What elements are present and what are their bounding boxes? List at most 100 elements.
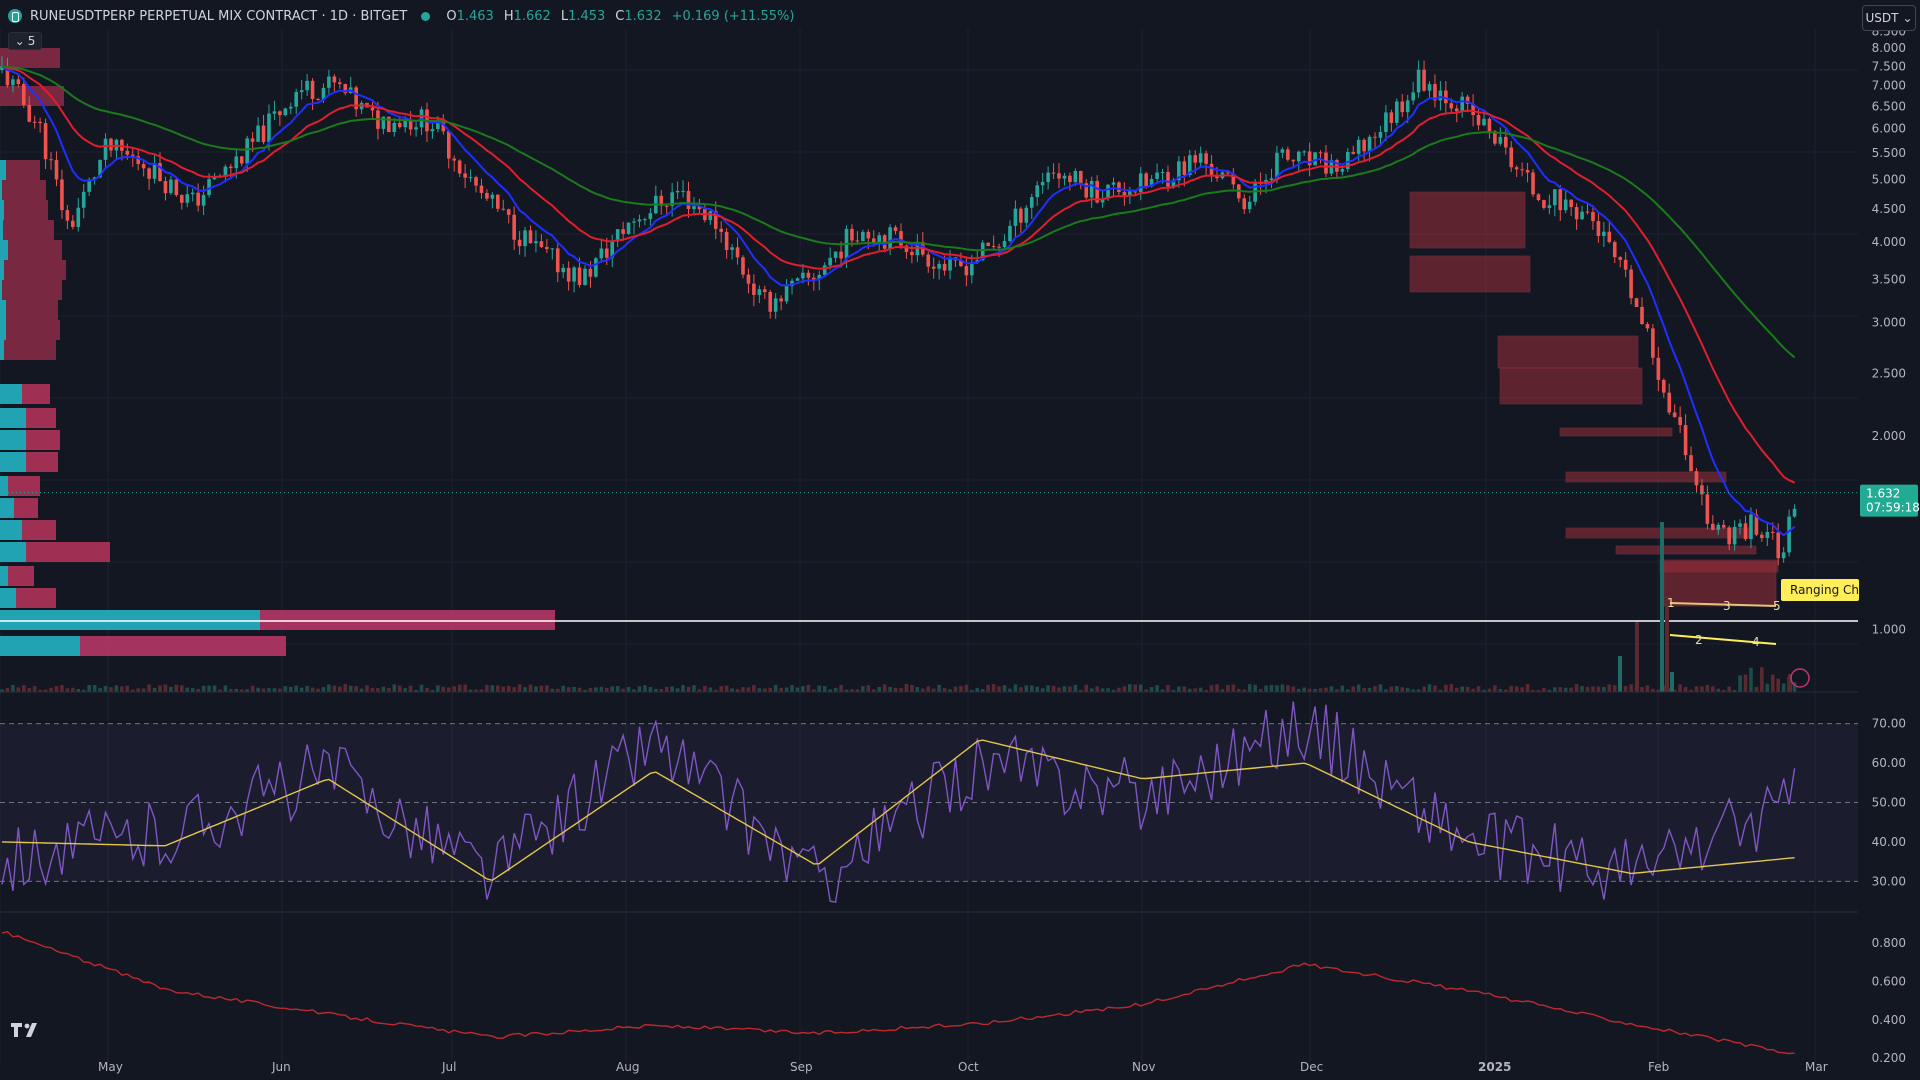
candle-body	[1367, 136, 1372, 152]
ranging-label-box	[1781, 579, 1859, 601]
candle-body	[697, 206, 702, 210]
symbol-title[interactable]: RUNEUSDTPERP PERPETUAL MIX CONTRACT · 1D…	[30, 8, 408, 24]
candle-body	[207, 179, 211, 196]
volume-bar	[256, 687, 260, 692]
volume-bar	[757, 688, 762, 692]
volume-bar	[27, 688, 32, 692]
volume-bar	[1792, 682, 1797, 692]
candle-body	[1395, 101, 1399, 123]
candle-body	[38, 121, 42, 124]
volume-bar	[1264, 685, 1268, 692]
rsi-pane	[0, 691, 1858, 913]
volume-bar	[828, 689, 832, 692]
time-tick-label: Mar	[1805, 1060, 1828, 1074]
volume-profile-sell	[8, 566, 34, 586]
time-tick-label: Oct	[958, 1060, 979, 1074]
volume-bar	[839, 684, 843, 692]
price-tick-label: 2.500	[1872, 366, 1906, 380]
candle-body	[11, 79, 15, 86]
volume-bar	[147, 684, 151, 692]
volume-bar	[512, 687, 516, 692]
volume-bar	[261, 688, 266, 692]
volume-bar	[229, 688, 233, 692]
volume-bar	[338, 686, 342, 692]
candle-body	[893, 227, 898, 232]
candle-body	[1678, 416, 1682, 426]
candle-body	[784, 286, 789, 302]
volume-bar	[392, 684, 397, 692]
candle-body	[1454, 108, 1459, 112]
rsi-ma-line	[1, 739, 1795, 882]
volume-bar	[561, 685, 565, 692]
candle-body	[288, 106, 293, 109]
candle-body	[169, 179, 173, 194]
indicators-collapse-button[interactable]: ⌄ 5	[8, 32, 42, 50]
volume-bar	[1612, 685, 1617, 692]
candle-body	[1024, 207, 1029, 223]
volume-bar	[278, 688, 282, 692]
ohlc-values: O1.463 H1.662 L1.453 C1.632 +0.169 (+11.…	[446, 9, 794, 24]
candle-body	[1340, 168, 1345, 172]
candle-body	[626, 222, 631, 234]
candle-body	[664, 205, 669, 207]
candle-body	[1651, 328, 1655, 358]
volume-bar	[926, 686, 931, 692]
volume-bar	[130, 689, 135, 692]
volume-bar	[408, 685, 413, 692]
volume-bar	[1509, 685, 1514, 692]
oscillator-line	[1, 930, 1795, 1055]
volume-bar	[555, 688, 560, 692]
candle-body	[1095, 180, 1099, 203]
rsi-tick-label: 40.00	[1872, 835, 1906, 849]
volume-bar	[1689, 689, 1693, 692]
volume-bar	[430, 689, 435, 692]
candle-body	[294, 92, 299, 107]
candle-body	[833, 251, 838, 258]
volume-bar	[299, 687, 304, 692]
candle-body	[637, 219, 642, 222]
volume-bar	[1411, 689, 1415, 692]
volume-bar	[866, 685, 871, 692]
volume-bar	[1068, 686, 1072, 692]
candle-body	[1667, 392, 1672, 413]
time-tick-label: Dec	[1300, 1060, 1323, 1074]
volume-bar	[877, 686, 882, 692]
volume-bar	[1553, 687, 1557, 692]
candle-body	[1792, 508, 1797, 517]
volume-bar	[1128, 684, 1132, 692]
volume-bar	[1324, 687, 1328, 692]
volume-bar	[1106, 688, 1110, 692]
pivot-label: 1	[1667, 596, 1675, 610]
candle-body	[1749, 514, 1753, 540]
candle-body	[392, 122, 397, 132]
candle-body	[648, 213, 653, 220]
currency-label: USDT	[1865, 11, 1899, 25]
candle-body	[899, 231, 903, 246]
low-value: L1.453	[560, 8, 606, 24]
candle-body	[1460, 96, 1464, 112]
candle-body	[490, 194, 495, 199]
currency-selector[interactable]: USDT ⌄	[1862, 5, 1916, 31]
candle-body	[1433, 84, 1437, 101]
volume-bar	[1520, 687, 1524, 692]
volume-bar	[207, 685, 211, 692]
time-tick-label: Nov	[1132, 1060, 1155, 1074]
volume-bar	[1476, 686, 1481, 692]
candle-body	[1008, 225, 1012, 242]
candle-body	[1378, 132, 1383, 138]
candle-body	[147, 168, 151, 179]
candle-body	[1503, 136, 1508, 148]
supply-zone	[1409, 191, 1526, 249]
volume-bar	[539, 685, 544, 692]
volume-bar	[1149, 687, 1154, 692]
volume-bar	[1373, 686, 1377, 692]
volume-bar	[724, 685, 729, 692]
candle-body	[959, 260, 963, 267]
volume-bar	[534, 686, 538, 692]
volume-profile-sell	[26, 542, 110, 562]
volume-bar	[882, 684, 887, 692]
candle-body	[1607, 231, 1612, 243]
volume-profile-buy	[0, 566, 8, 586]
volume-bar	[0, 689, 4, 692]
